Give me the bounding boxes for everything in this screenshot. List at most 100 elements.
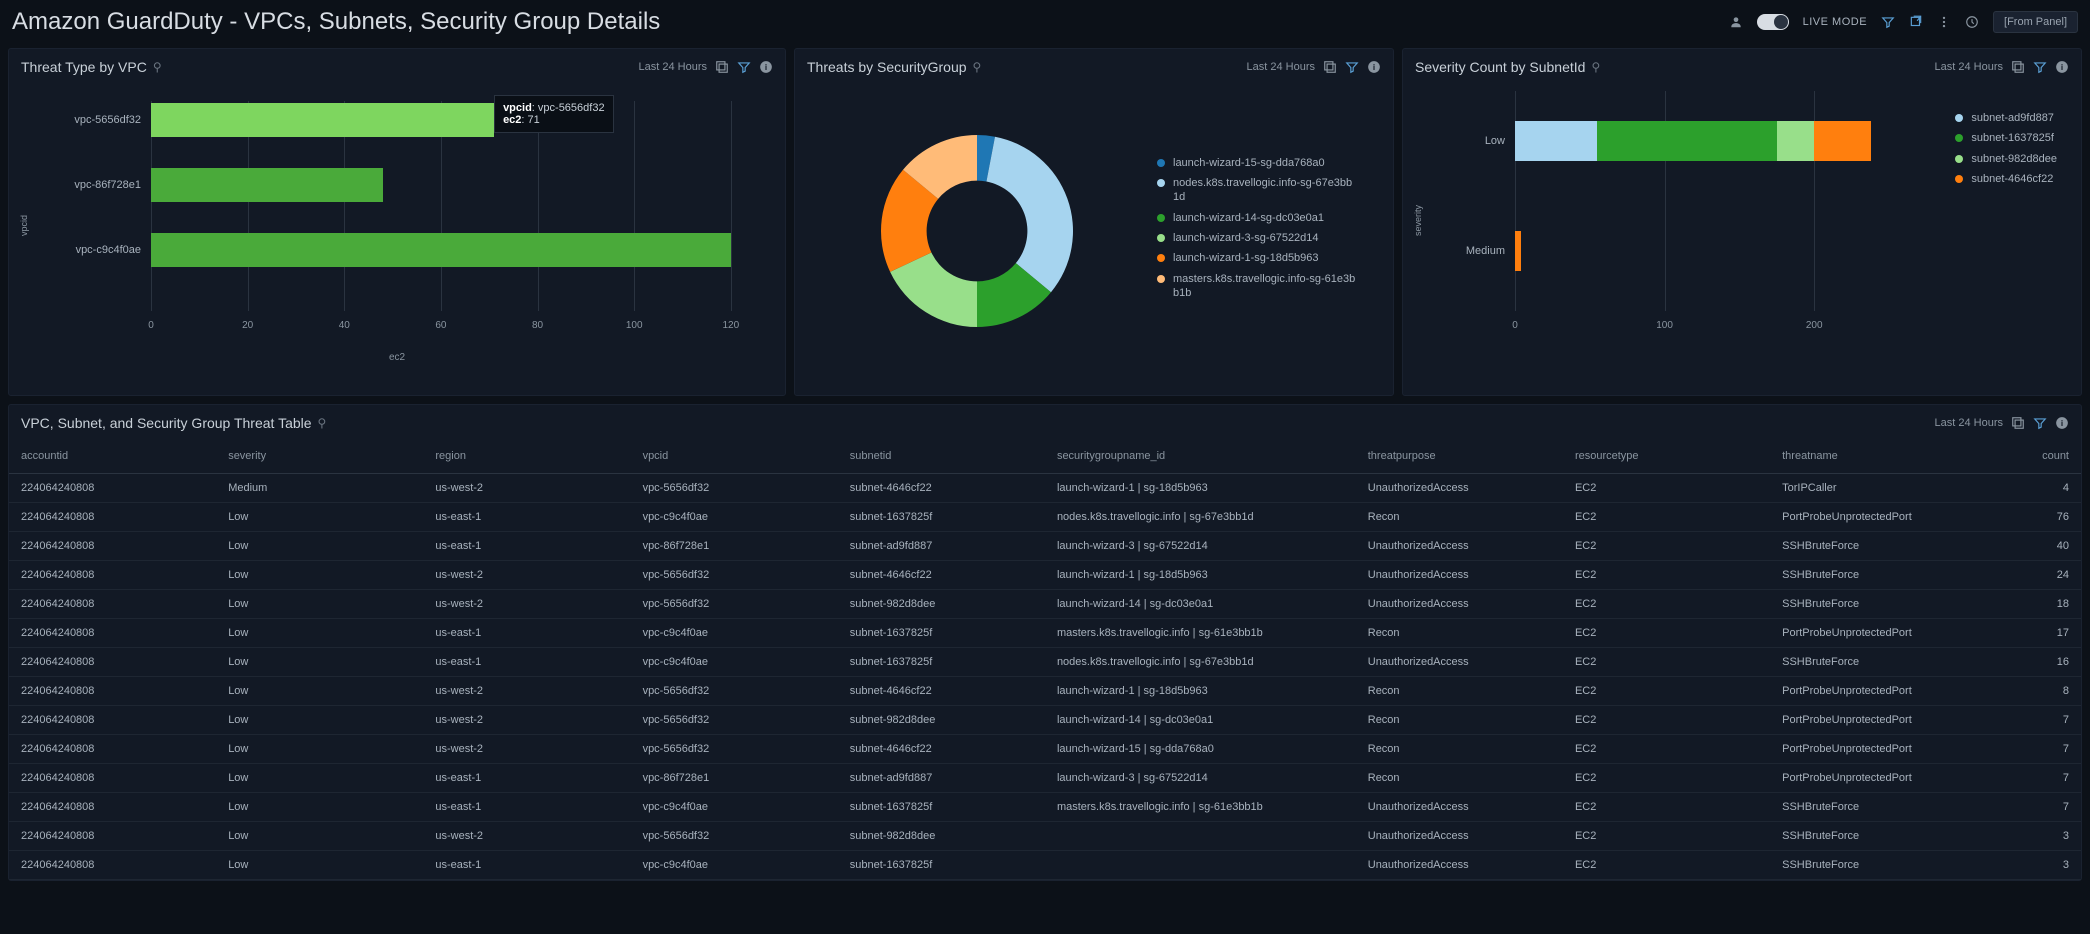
table-header-cell[interactable]: accountid: [9, 439, 216, 474]
bar-segment[interactable]: [1597, 121, 1777, 161]
legend-item[interactable]: nodes.k8s.travellogic.info-sg-67e3bb1d: [1157, 176, 1357, 205]
filter-icon[interactable]: [1345, 60, 1359, 74]
table-cell: UnauthorizedAccess: [1356, 561, 1563, 590]
bar-segment[interactable]: [151, 103, 494, 137]
legend-item[interactable]: subnet-ad9fd887: [1955, 111, 2057, 125]
legend-label: subnet-ad9fd887: [1971, 111, 2054, 125]
filter-icon[interactable]: [2033, 60, 2047, 74]
legend-item[interactable]: launch-wizard-3-sg-67522d14: [1157, 231, 1357, 245]
table-row[interactable]: 224064240808Lowus-west-2vpc-5656df32subn…: [9, 561, 2081, 590]
live-mode-label: LIVE MODE: [1803, 16, 1867, 28]
header-controls: LIVE MODE [From Panel]: [1729, 11, 2078, 33]
table-cell: us-east-1: [423, 619, 630, 648]
table-cell: UnauthorizedAccess: [1356, 851, 1563, 880]
table-row[interactable]: 224064240808Mediumus-west-2vpc-5656df32s…: [9, 474, 2081, 503]
table-row[interactable]: 224064240808Lowus-west-2vpc-5656df32subn…: [9, 677, 2081, 706]
magnify-icon[interactable]: ⚲: [973, 60, 982, 74]
table-cell: PortProbeUnprotectedPort: [1770, 764, 1998, 793]
user-icon[interactable]: [1729, 15, 1743, 29]
legend-item[interactable]: masters.k8s.travellogic.info-sg-61e3bb1b: [1157, 272, 1357, 301]
table-row[interactable]: 224064240808Lowus-east-1vpc-86f728e1subn…: [9, 532, 2081, 561]
table-cell: 3: [1998, 851, 2081, 880]
filter-icon[interactable]: [2033, 416, 2047, 430]
table-header-cell[interactable]: threatpurpose: [1356, 439, 1563, 474]
magnify-icon[interactable]: ⚲: [318, 416, 327, 430]
stacked-bar-row: Low: [1515, 121, 1889, 161]
table-cell: 17: [1998, 619, 2081, 648]
legend-item[interactable]: subnet-4646cf22: [1955, 172, 2057, 186]
live-mode-toggle[interactable]: [1757, 14, 1789, 30]
legend-label: subnet-982d8dee: [1971, 152, 2057, 166]
severity-stacked-chart[interactable]: severity 0100200LowMedium subnet-ad9fd88…: [1415, 91, 2069, 371]
table-row[interactable]: 224064240808Lowus-east-1vpc-c9c4f0aesubn…: [9, 619, 2081, 648]
bar-row: vpc-86f728e1: [151, 168, 755, 202]
table-row[interactable]: 224064240808Lowus-west-2vpc-5656df32subn…: [9, 735, 2081, 764]
info-icon[interactable]: i: [1367, 60, 1381, 74]
info-icon[interactable]: i: [2055, 416, 2069, 430]
legend-item[interactable]: subnet-1637825f: [1955, 131, 2057, 145]
table-header-cell[interactable]: securitygroupname_id: [1045, 439, 1356, 474]
expand-icon[interactable]: [2011, 416, 2025, 430]
table-time: Last 24 Hours: [1935, 417, 2003, 429]
info-icon[interactable]: i: [2055, 60, 2069, 74]
table-header-cell[interactable]: subnetid: [838, 439, 1045, 474]
magnify-icon[interactable]: ⚲: [1591, 60, 1600, 74]
table-cell: launch-wizard-15 | sg-dda768a0: [1045, 735, 1356, 764]
table-row[interactable]: 224064240808Lowus-east-1vpc-c9c4f0aesubn…: [9, 648, 2081, 677]
table-cell: PortProbeUnprotectedPort: [1770, 677, 1998, 706]
share-icon[interactable]: [1909, 15, 1923, 29]
bar-segment[interactable]: [1814, 121, 1871, 161]
clock-icon[interactable]: [1965, 15, 1979, 29]
table-header-cell[interactable]: count: [1998, 439, 2081, 474]
legend-item[interactable]: launch-wizard-1-sg-18d5b963: [1157, 251, 1357, 265]
table-title: VPC, Subnet, and Security Group Threat T…: [21, 415, 312, 431]
filter-icon[interactable]: [737, 60, 751, 74]
table-cell: us-east-1: [423, 648, 630, 677]
table-cell: vpc-5656df32: [631, 474, 838, 503]
hbar-ylabel: vpcid: [19, 215, 29, 236]
time-range-button[interactable]: [From Panel]: [1993, 11, 2078, 33]
table-header-cell[interactable]: region: [423, 439, 630, 474]
bar-segment[interactable]: [1777, 121, 1814, 161]
expand-icon[interactable]: [2011, 60, 2025, 74]
table-row[interactable]: 224064240808Lowus-east-1vpc-c9c4f0aesubn…: [9, 851, 2081, 880]
filter-icon[interactable]: [1881, 15, 1895, 29]
table-header-cell[interactable]: resourcetype: [1563, 439, 1770, 474]
table-cell: subnet-982d8dee: [838, 706, 1045, 735]
expand-icon[interactable]: [715, 60, 729, 74]
expand-icon[interactable]: [1323, 60, 1337, 74]
table-header-cell[interactable]: vpcid: [631, 439, 838, 474]
legend-item[interactable]: subnet-982d8dee: [1955, 152, 2057, 166]
table-header-cell[interactable]: severity: [216, 439, 423, 474]
legend-item[interactable]: launch-wizard-15-sg-dda768a0: [1157, 156, 1357, 170]
table-row[interactable]: 224064240808Lowus-west-2vpc-5656df32subn…: [9, 822, 2081, 851]
bar-segment[interactable]: [1515, 231, 1521, 271]
legend-swatch: [1157, 234, 1165, 242]
magnify-icon[interactable]: ⚲: [153, 60, 162, 74]
x-tick: 20: [242, 320, 253, 331]
legend-item[interactable]: launch-wizard-14-sg-dc03e0a1: [1157, 211, 1357, 225]
table-cell: launch-wizard-1 | sg-18d5b963: [1045, 561, 1356, 590]
bar-segment[interactable]: [151, 168, 383, 202]
legend-label: launch-wizard-1-sg-18d5b963: [1173, 251, 1319, 265]
table-cell: 16: [1998, 648, 2081, 677]
table-cell: EC2: [1563, 532, 1770, 561]
table-row[interactable]: 224064240808Lowus-east-1vpc-c9c4f0aesubn…: [9, 793, 2081, 822]
table-row[interactable]: 224064240808Lowus-east-1vpc-86f728e1subn…: [9, 764, 2081, 793]
threat-type-bar-chart[interactable]: vpcid 020406080100120vpc-5656df32vpc-86f…: [21, 91, 773, 371]
table-cell: masters.k8s.travellogic.info | sg-61e3bb…: [1045, 793, 1356, 822]
table-cell: subnet-4646cf22: [838, 735, 1045, 764]
donut-slice[interactable]: [986, 137, 1073, 292]
more-icon[interactable]: [1937, 15, 1951, 29]
table-header-cell[interactable]: threatname: [1770, 439, 1998, 474]
legend-label: nodes.k8s.travellogic.info-sg-67e3bb1d: [1173, 176, 1357, 205]
table-row[interactable]: 224064240808Lowus-east-1vpc-c9c4f0aesubn…: [9, 503, 2081, 532]
table-row[interactable]: 224064240808Lowus-west-2vpc-5656df32subn…: [9, 590, 2081, 619]
table-cell: vpc-c9c4f0ae: [631, 793, 838, 822]
table-row[interactable]: 224064240808Lowus-west-2vpc-5656df32subn…: [9, 706, 2081, 735]
bar-segment[interactable]: [151, 233, 731, 267]
bar-segment[interactable]: [1515, 121, 1597, 161]
info-icon[interactable]: i: [759, 60, 773, 74]
donut-chart[interactable]: [857, 111, 1097, 351]
table-cell: Low: [216, 532, 423, 561]
